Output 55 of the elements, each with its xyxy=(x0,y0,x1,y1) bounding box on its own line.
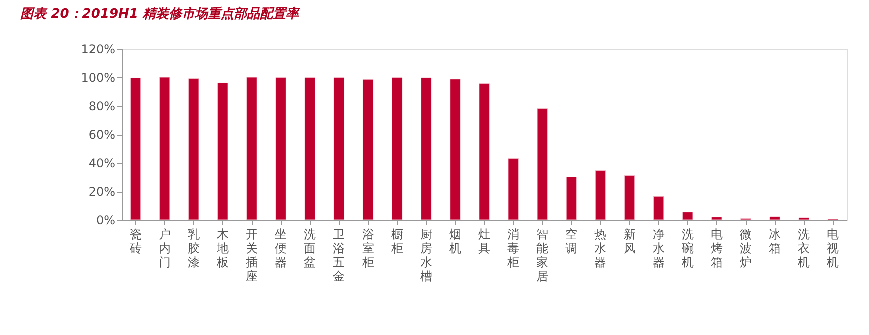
x-tick-label: 空调 xyxy=(566,228,578,256)
x-tick-label: 浴室柜 xyxy=(361,228,374,270)
x-tick-label: 净水器 xyxy=(652,228,665,270)
y-tick-label: 20% xyxy=(88,185,116,199)
bar xyxy=(160,77,170,220)
y-tick-label: 120% xyxy=(81,42,116,56)
x-tick-label: 洗衣机 xyxy=(798,228,810,270)
bar xyxy=(712,217,722,220)
y-tick-label: 100% xyxy=(81,71,116,85)
bar xyxy=(334,78,345,220)
x-tick-label: 洗碗机 xyxy=(682,228,694,270)
y-tick-label: 0% xyxy=(96,214,116,228)
x-tick-label: 微波炉 xyxy=(740,228,752,270)
x-tick-label: 冰箱 xyxy=(769,228,782,256)
y-tick-label: 60% xyxy=(88,128,116,142)
bar xyxy=(130,78,142,220)
x-tick-label: 热水器 xyxy=(594,228,607,270)
bar xyxy=(479,84,490,220)
x-tick-label: 灶具 xyxy=(478,228,490,256)
bar xyxy=(450,79,461,220)
bar xyxy=(508,158,519,220)
bar xyxy=(188,78,200,220)
x-tick-label: 橱柜 xyxy=(390,228,404,256)
bar xyxy=(682,212,694,220)
x-tick-label: 厨房水槽 xyxy=(420,228,432,284)
x-tick-label: 烟机 xyxy=(449,228,462,256)
bar xyxy=(654,196,664,220)
x-tick-label: 坐便器 xyxy=(275,228,288,270)
x-tick-label: 智能家居 xyxy=(536,228,549,284)
x-tick-label: 电烤箱 xyxy=(710,228,723,270)
x-tick-label: 户内门 xyxy=(158,228,171,270)
x-tick-label: 乳胶漆 xyxy=(188,228,200,270)
bar xyxy=(624,176,636,220)
bar xyxy=(421,78,432,220)
bar xyxy=(566,177,578,220)
bar xyxy=(770,216,780,220)
bar xyxy=(246,77,258,220)
bar xyxy=(392,78,403,220)
x-tick-label: 木地板 xyxy=(216,228,229,270)
bar xyxy=(595,170,606,220)
x-tick-label: 新风 xyxy=(624,228,636,256)
x-tick-label: 卫浴五金 xyxy=(333,228,346,284)
x-tick-label: 电视机 xyxy=(827,228,840,270)
y-tick-label: 40% xyxy=(88,156,116,170)
x-tick-label: 瓷砖 xyxy=(128,228,142,256)
x-tick-label: 消毒柜 xyxy=(506,228,520,270)
chart-title: 图表 20：2019H1 精装修市场重点部品配置率 xyxy=(20,6,301,22)
bar xyxy=(537,108,548,220)
bar xyxy=(218,82,228,220)
bar xyxy=(276,78,286,220)
bar xyxy=(304,78,316,220)
bar xyxy=(362,79,374,220)
y-tick-label: 80% xyxy=(88,100,116,114)
x-tick-label: 洗面盆 xyxy=(304,228,316,270)
x-tick-label: 开关插座 xyxy=(246,228,258,284)
